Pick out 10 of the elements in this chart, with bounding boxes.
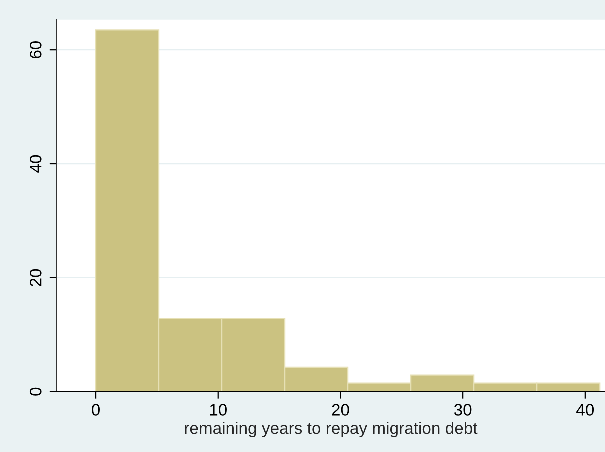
x-tick-label: 20 [332, 404, 350, 416]
y-tick-label: 0 [30, 388, 42, 396]
x-tick-label: 0 [92, 404, 100, 416]
y-tick-label: 60 [30, 41, 42, 59]
y-tick-label: 40 [30, 155, 42, 173]
x-axis-title: remaining years to repay migration debt [185, 422, 478, 438]
x-tick-label: 30 [454, 404, 472, 416]
x-tick-label: 40 [576, 404, 594, 416]
x-tick-label: 10 [210, 404, 227, 416]
y-tick-label: 20 [30, 269, 42, 286]
